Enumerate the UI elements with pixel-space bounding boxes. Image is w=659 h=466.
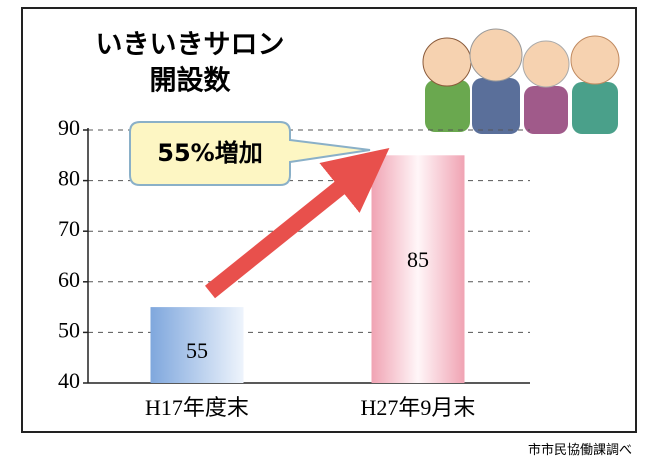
- chart-title: いきいきサロン: [96, 30, 285, 61]
- annotation: 55%増加: [157, 139, 262, 167]
- bar: [150, 307, 244, 383]
- people-illustration: [422, 28, 620, 134]
- y-tick-label: 70: [58, 216, 80, 241]
- callout: [129, 121, 371, 186]
- y-tick-label: 80: [58, 166, 80, 191]
- data-label: 55: [186, 338, 208, 363]
- y-tick-label: 90: [58, 115, 80, 140]
- y-tick-label: 50: [58, 317, 80, 342]
- x-tick-label: H17年度末: [145, 395, 249, 420]
- y-tick-label: 60: [58, 267, 80, 292]
- chart-title: 開設数: [150, 65, 232, 97]
- source: 市市民協働課調べ: [528, 442, 632, 457]
- x-tick-label: H27年9月末: [361, 395, 476, 420]
- increase-arrow: [204, 147, 390, 299]
- data-label: 85: [407, 247, 429, 272]
- y-tick-label: 40: [58, 368, 80, 393]
